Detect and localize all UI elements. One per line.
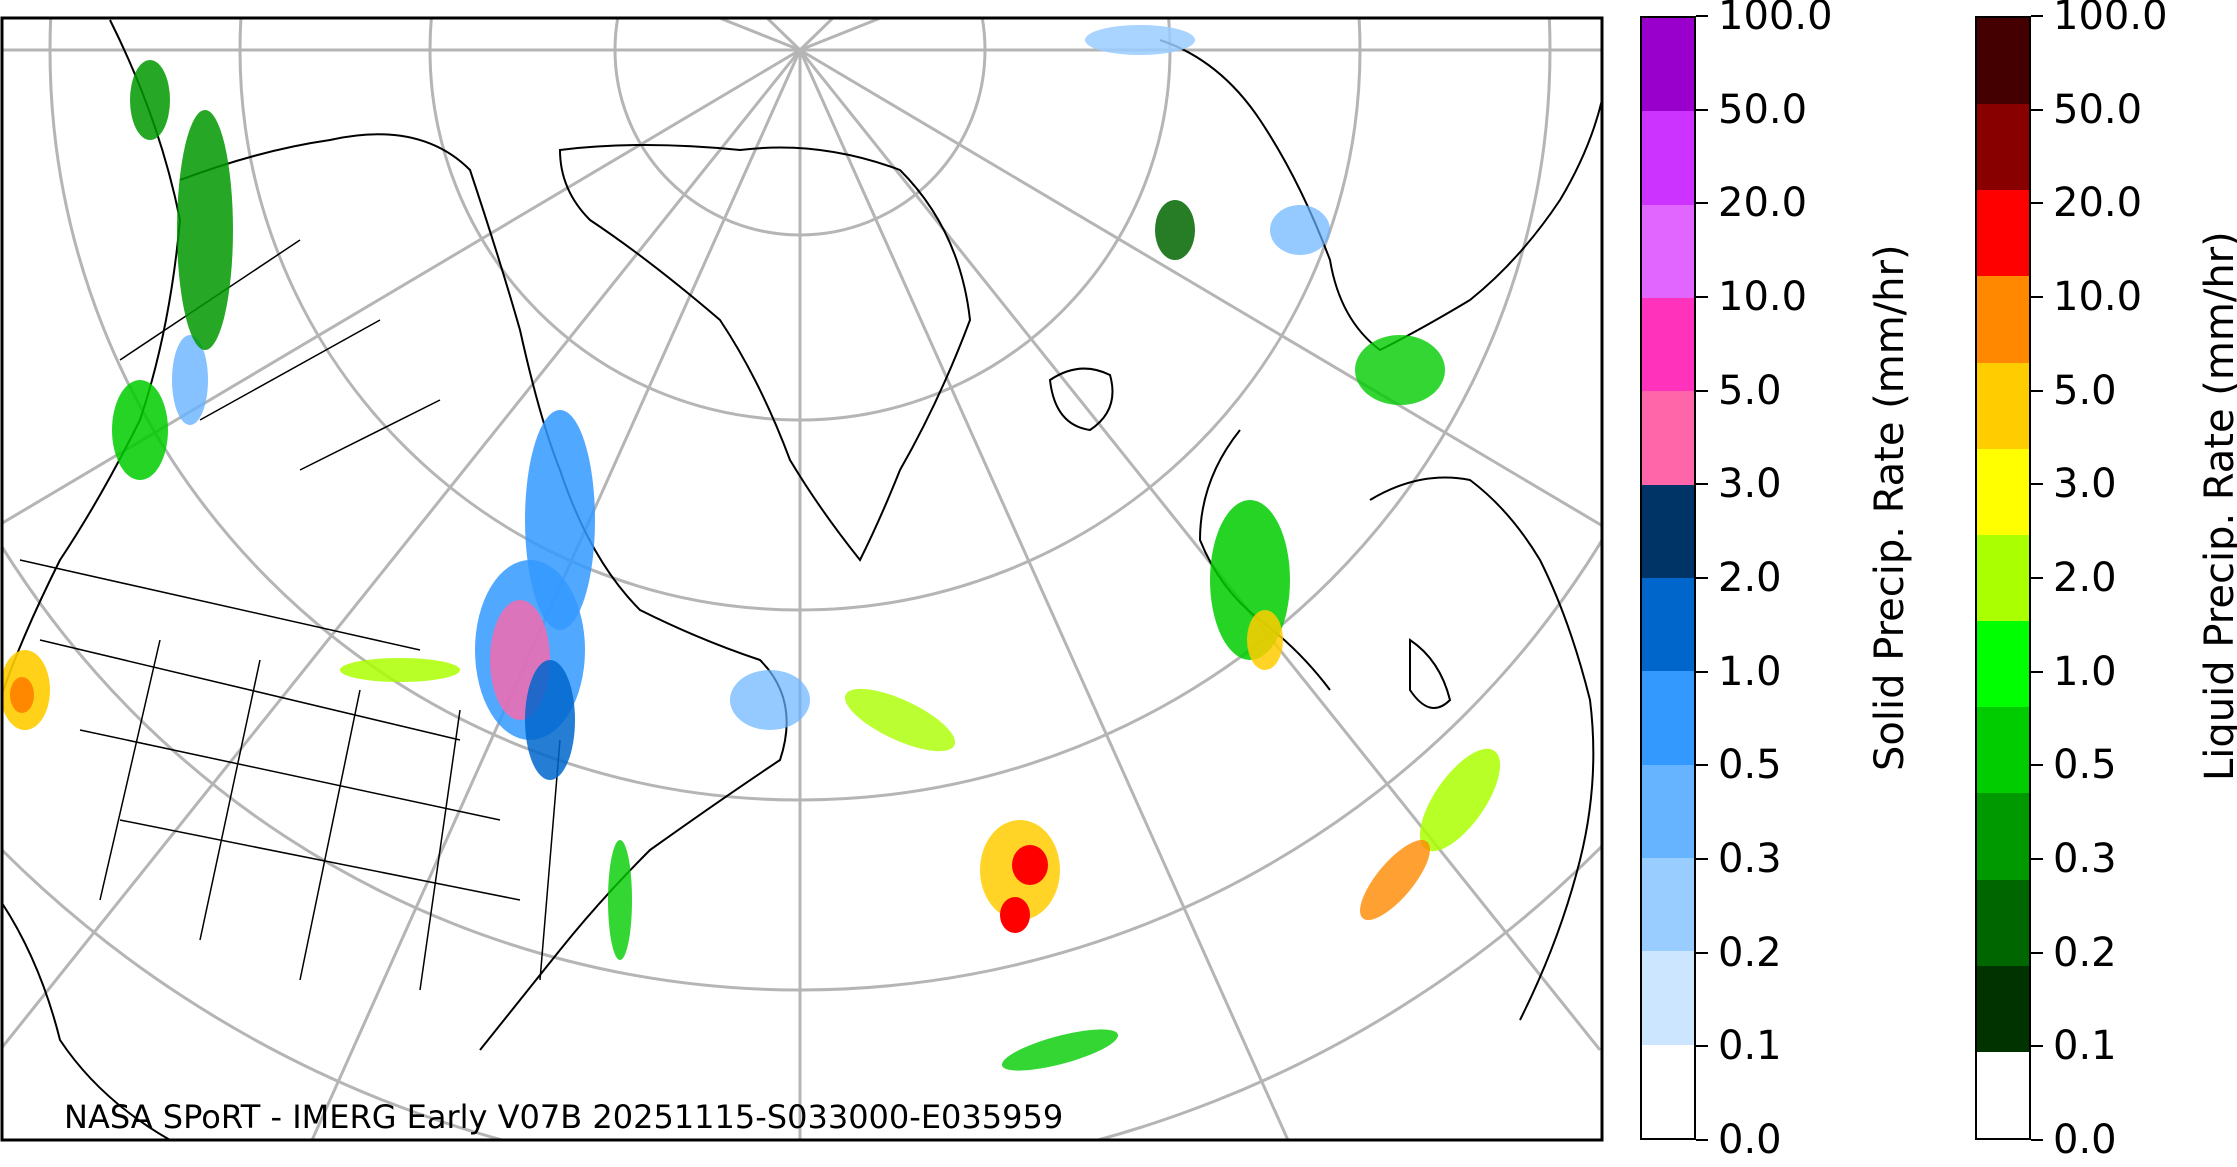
- coastlines: [2, 19, 1602, 1140]
- solid-segment: [1642, 578, 1694, 672]
- liquid-tick-label: 50.0: [2053, 86, 2143, 133]
- solid-tick-label: 1.0: [1718, 648, 1782, 695]
- precipitation-map: [0, 16, 1604, 1142]
- solid-segment: [1642, 298, 1694, 392]
- solid-tick-label: 0.1: [1718, 1023, 1782, 1070]
- liquid-tick-label: 1.0: [2053, 648, 2117, 695]
- liquid-precip-colorbar: [1975, 16, 2031, 1140]
- solid-segment: [1642, 951, 1694, 1045]
- liquid-tick-label: 2.0: [2053, 555, 2117, 601]
- solid-precip-colorbar: [1640, 16, 1696, 1140]
- liquid-segment: [1977, 104, 2029, 191]
- solid-tick-label: 0.5: [1718, 742, 1782, 789]
- solid-tick-label: 0.2: [1718, 929, 1782, 976]
- data-credit-label: NASA SPoRT - IMERG Early V07B 20251115-S…: [64, 1098, 1064, 1136]
- liquid-tick-label: 20.0: [2053, 180, 2143, 227]
- solid-tick-label: 50.0: [1718, 86, 1808, 133]
- solid-tick-label: 100.0: [1718, 0, 1833, 39]
- liquid-segment: [1977, 707, 2029, 794]
- liquid-tick-label: 0.2: [2053, 929, 2117, 976]
- solid-segment: [1642, 204, 1694, 299]
- liquid-segment: [1977, 362, 2029, 449]
- solid-segment: [1642, 111, 1694, 205]
- liquid-tick-label: 3.0: [2053, 461, 2117, 508]
- solid-tick-label: 0.3: [1718, 836, 1782, 882]
- liquid-segment: [1977, 534, 2029, 622]
- liquid-segment: [1977, 17, 2029, 105]
- liquid-segment: [1977, 793, 2029, 880]
- solid-segment: [1642, 671, 1694, 765]
- liquid-segment: [1977, 448, 2029, 535]
- liquid-tick-label: 100.0: [2053, 0, 2168, 39]
- liquid-tick-label: 5.0: [2053, 367, 2117, 414]
- solid-segment: [1642, 391, 1694, 485]
- state-borders: [19, 239, 561, 991]
- liquid-segment: [1977, 965, 2029, 1052]
- solid-segment: [1642, 1044, 1694, 1138]
- solid-segment: [1642, 484, 1694, 579]
- solid-tick-label: 5.0: [1718, 367, 1782, 414]
- liquid-segment: [1977, 276, 2029, 363]
- liquid-tick-label: 0.1: [2053, 1023, 2117, 1070]
- liquid-precip-title: Liquid Precip. Rate (mm/hr): [2197, 231, 2237, 781]
- solid-tick-label: 10.0: [1718, 274, 1808, 320]
- solid-precip-title: Solid Precip. Rate (mm/hr): [1867, 244, 1913, 771]
- liquid-precip-blobs: [2, 60, 1501, 1071]
- solid-segment: [1642, 764, 1694, 859]
- solid-precip-blobs: [172, 25, 1330, 780]
- solid-tick-label: 20.0: [1718, 180, 1808, 227]
- liquid-segment: [1977, 621, 2029, 708]
- liquid-tick-label: 0.3: [2053, 836, 2117, 882]
- liquid-segment: [1977, 190, 2029, 277]
- liquid-segment: [1977, 1051, 2029, 1138]
- liquid-tick-label: 10.0: [2053, 274, 2143, 320]
- solid-tick-label: 0.0: [1718, 1117, 1782, 1163]
- map-frame: [0, 16, 1604, 1142]
- solid-tick-label: 2.0: [1718, 555, 1782, 601]
- solid-tick-label: 3.0: [1718, 461, 1782, 508]
- solid-segment: [1642, 858, 1694, 952]
- liquid-tick-label: 0.0: [2053, 1117, 2117, 1163]
- liquid-tick-label: 0.5: [2053, 742, 2117, 789]
- solid-segment: [1642, 18, 1694, 112]
- liquid-segment: [1977, 879, 2029, 966]
